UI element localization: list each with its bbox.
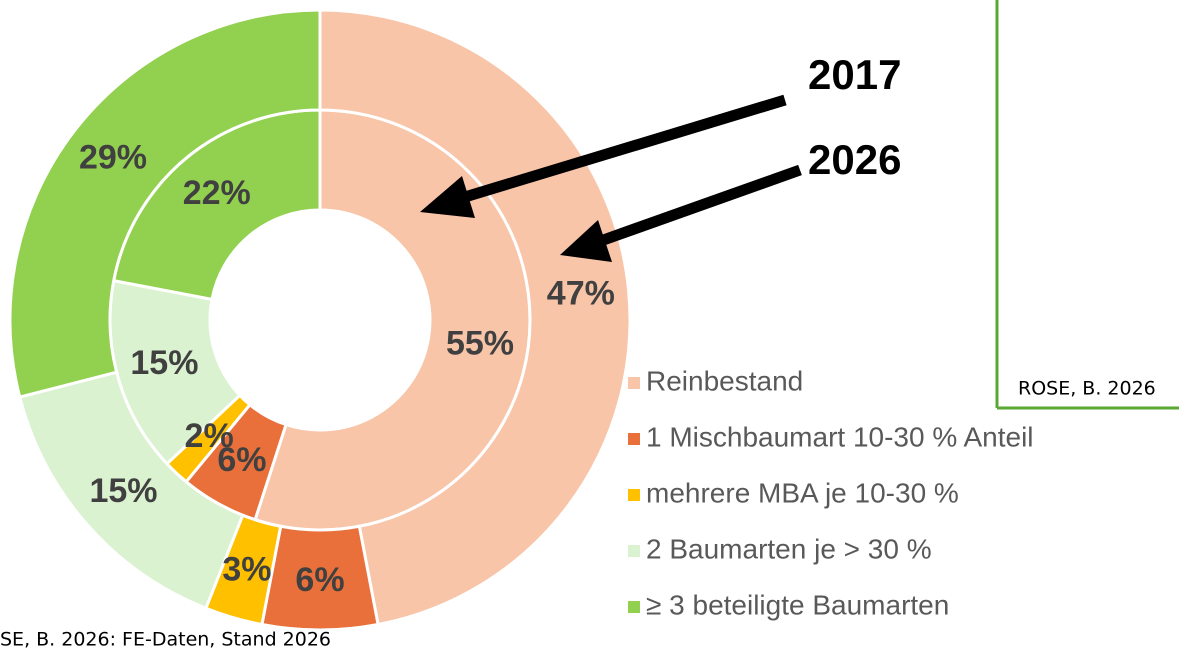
legend-label: mehrere MBA je 10-30 % — [646, 477, 959, 508]
legend-swatch — [628, 601, 640, 613]
arrow-head — [420, 176, 475, 218]
series-label: 2017 — [808, 51, 901, 98]
data-label: 15% — [130, 344, 198, 382]
legend-swatch — [628, 377, 640, 389]
legend-label: ≥ 3 beteiligte Baumarten — [646, 589, 949, 620]
data-label: 6% — [295, 561, 344, 599]
legend-swatch — [628, 489, 640, 501]
legend-label: Reinbestand — [646, 365, 803, 396]
legend-swatch — [628, 433, 640, 445]
slice — [318, 8, 632, 627]
arrow — [453, 94, 787, 206]
inset-source: ROSE, B. 2026 — [1018, 378, 1156, 400]
arrow — [593, 164, 802, 249]
data-label: 3% — [222, 551, 271, 589]
data-label: 15% — [89, 472, 157, 510]
arrow-head — [560, 220, 612, 262]
data-label: 55% — [446, 324, 514, 362]
labels: 55%6%2%15%22%47%6%3%15%29% — [79, 138, 615, 599]
data-label: 47% — [547, 274, 615, 312]
rings — [8, 8, 632, 632]
data-label: 6% — [217, 441, 266, 479]
data-label: 22% — [183, 174, 251, 212]
slice — [8, 8, 322, 399]
data-label: 2% — [185, 417, 234, 455]
legend-label: 2 Baumarten je > 30 % — [646, 533, 932, 564]
data-label: 29% — [79, 138, 147, 176]
legend-swatch — [628, 545, 640, 557]
series-label: 2026 — [808, 136, 901, 183]
legend-label: 1 Mischbaumart 10-30 % Anteil — [646, 421, 1034, 452]
source: SE, B. 2026: FE-Daten, Stand 2026 — [0, 629, 331, 651]
